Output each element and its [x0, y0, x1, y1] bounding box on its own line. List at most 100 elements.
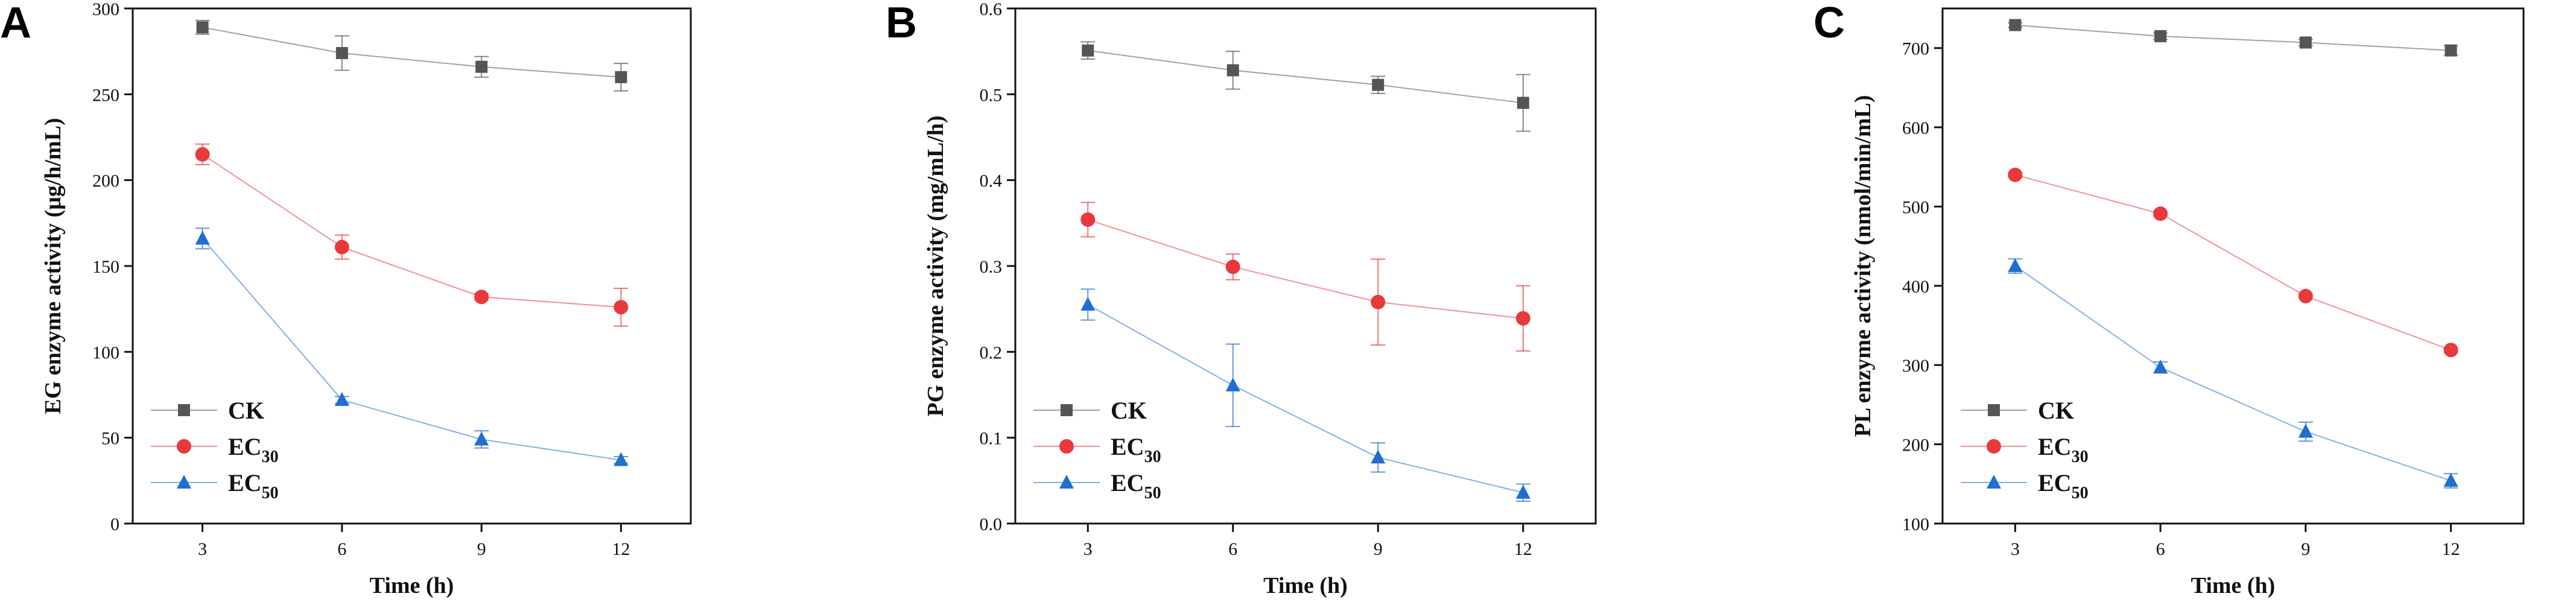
plot-frame	[1014, 7, 1597, 525]
series-ec30-point	[1080, 212, 1096, 227]
y-tick-label: 0.4	[980, 171, 1003, 191]
series-ck-point	[335, 47, 348, 60]
x-tick-label: 3	[2011, 539, 2020, 559]
series-ec50-line	[2014, 265, 2451, 481]
x-axis-title: Time (h)	[2191, 573, 2276, 598]
series-ec50-point	[2443, 473, 2458, 487]
legend-item: EC30	[151, 433, 279, 466]
legend-item: EC30	[1033, 433, 1161, 466]
y-axis-title: EG enzyme activity (μg/h/mL)	[40, 118, 66, 414]
legend-marker	[177, 439, 191, 454]
series-ec50-point	[1371, 449, 1386, 464]
series-ec30-point	[2298, 288, 2313, 303]
legend-item: CK	[151, 397, 264, 424]
series-ec50-point	[2298, 423, 2313, 438]
x-tick-label: 9	[1374, 539, 1383, 559]
series-ec30-point	[474, 290, 489, 305]
legend-label: EC30	[2038, 433, 2089, 466]
chart-panel-C: C 100 200 300 400 500 600 700 3 6 9 12 Time (h) PL en…	[1813, 0, 2525, 598]
legend-marker	[1987, 475, 2001, 489]
series-ck-point	[1372, 78, 1385, 91]
series-ec50-point	[1515, 484, 1531, 499]
series-ck	[1080, 41, 1531, 132]
y-tick-label: 700	[1902, 39, 1929, 59]
legend-label: EC50	[2038, 469, 2089, 502]
x-tick-label: 9	[477, 539, 486, 559]
y-tick-label: 100	[1902, 514, 1929, 534]
x-tick-label: 6	[337, 539, 346, 559]
legend-item: CK	[1033, 397, 1147, 424]
panel-letter: A	[0, 0, 31, 47]
series-ck-point	[1082, 44, 1094, 57]
series-ck-line	[202, 27, 621, 78]
legend-subscript: 30	[2072, 448, 2089, 466]
series-ec30-point	[614, 300, 629, 315]
y-tick-label: 0	[110, 514, 119, 534]
y-tick-label: 0.3	[980, 257, 1003, 277]
series-ec50-point	[195, 230, 210, 245]
y-axis-title: PG enzyme activity (mg/mL/h)	[923, 115, 948, 416]
series-ec50-point	[1080, 297, 1096, 311]
series-ec30-line	[2015, 174, 2451, 351]
series-ec30	[195, 143, 629, 327]
y-tick-label: 600	[1902, 118, 1929, 138]
series-ec30-line	[202, 154, 621, 308]
series-ec50-line	[201, 238, 621, 461]
y-tick-label: 0.5	[980, 85, 1003, 105]
legend-marker	[1988, 404, 2000, 416]
legend-marker	[1059, 439, 1074, 454]
legend-label: EC30	[1111, 433, 1161, 466]
legend-marker	[178, 404, 190, 416]
series-ck-point	[2009, 19, 2022, 31]
x-tick-label: 9	[2301, 539, 2310, 559]
x-tick-label: 12	[1514, 539, 1532, 559]
series-ck-line	[1088, 49, 1523, 104]
series-ec50	[195, 227, 629, 466]
panel-letter: C	[1813, 0, 1845, 47]
series-ec30-point	[2443, 343, 2458, 358]
legend-item: CK	[1961, 397, 2074, 424]
x-tick-label: 6	[1228, 539, 1237, 559]
y-tick-label: 400	[1902, 277, 1929, 297]
legend-subscript: 30	[262, 448, 279, 466]
legend-marker	[177, 475, 191, 489]
series-ec50-point	[2153, 359, 2168, 374]
y-tick-label: 50	[101, 429, 119, 449]
series-ck-point	[196, 21, 209, 34]
series-ck-point	[2444, 44, 2457, 57]
series-ec50-point	[1225, 377, 1240, 391]
y-axis-title: PL enzyme activity (nmol/min/mL)	[1850, 95, 1876, 437]
chart-panel-B: B 0.0 0.1 0.2 0.3 0.4 0.5 0.6 3 6 9 12 Time (h) PG en…	[886, 0, 1597, 598]
series-ck-point	[2154, 30, 2167, 42]
plot-frame	[1941, 7, 2525, 525]
series-ec50-point	[334, 392, 349, 407]
x-axis-title: Time (h)	[370, 573, 454, 598]
legend-label: CK	[2038, 397, 2074, 424]
series-ec50	[2008, 258, 2458, 489]
series-ec30-point	[195, 147, 210, 162]
series-ec50-point	[2008, 258, 2023, 272]
x-tick-label: 3	[198, 539, 207, 559]
series-ec30-point	[1225, 259, 1240, 274]
legend-subscript: 30	[1144, 448, 1161, 466]
series-ec30-point	[1515, 311, 1531, 326]
series-ec50-line	[1087, 304, 1523, 493]
series-ec30	[1080, 201, 1531, 352]
legend-item: EC50	[1033, 469, 1161, 502]
legend-marker	[1061, 404, 1073, 416]
legend-label: EC50	[1111, 469, 1161, 502]
legend-marker	[1987, 439, 2001, 454]
y-tick-label: 0.0	[980, 514, 1003, 534]
y-tick-label: 300	[1902, 356, 1929, 376]
x-tick-label: 12	[612, 539, 630, 559]
y-tick-label: 150	[92, 257, 119, 277]
series-ec50-point	[614, 452, 629, 466]
legend-label: CK	[1111, 397, 1147, 424]
x-tick-label: 12	[2442, 539, 2460, 559]
legend-label: EC50	[228, 469, 279, 502]
legend-label: CK	[228, 397, 264, 424]
series-ec30-point	[334, 239, 349, 255]
series-ck	[2008, 19, 2458, 57]
legend-item: EC50	[1961, 469, 2089, 502]
